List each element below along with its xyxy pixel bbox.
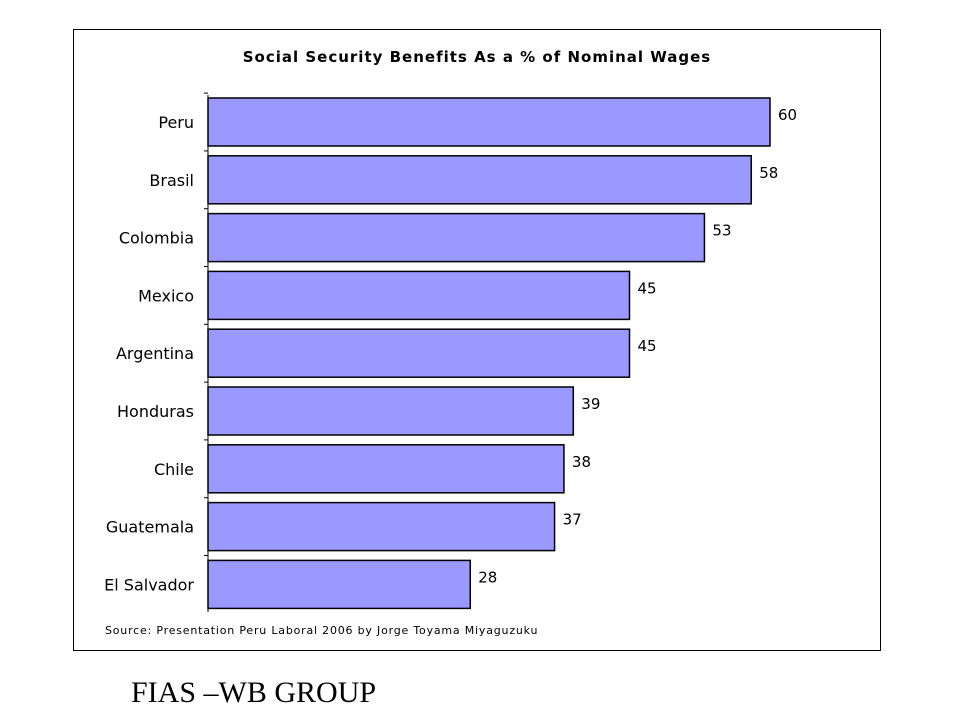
chart-source: Source: Presentation Peru Laboral 2006 b… [105,624,539,637]
bar-brasil [207,155,753,205]
value-label: 45 [638,279,657,297]
category-label: Argentina [116,344,194,363]
category-label: Guatemala [106,518,194,537]
bar-colombia [207,212,706,263]
value-label: 39 [581,395,600,413]
category-label: Mexico [138,286,194,305]
bar-el-salvador [207,559,472,610]
value-label: 28 [478,568,497,586]
category-label: Brasil [149,171,194,190]
bar-chile [207,444,565,494]
category-label: Honduras [117,402,194,421]
bar-chart: Peru 60 Brasil 58 Colombia 53 Mexico 45 Argentin… [104,92,797,612]
category-label: Colombia [119,229,194,248]
bar-peru [207,97,771,147]
chart-title: Social Security Benefits As a % of Nomin… [242,48,712,66]
footer-text: FIAS –WB GROUP [131,676,377,709]
bar-guatemala [207,501,556,552]
chart-frame: Social Security Benefits As a % of Nomin… [73,29,881,651]
value-label: 53 [712,222,731,240]
category-label: El Salvador [104,575,194,594]
bars-layer: Peru 60 Brasil 58 Colombia 53 Mexico 45 Argentin… [104,92,797,610]
bar-honduras [207,386,575,436]
bar-mexico [207,270,631,321]
value-label: 37 [563,511,582,529]
value-label: 45 [638,337,657,355]
bar-argentina [207,328,631,378]
category-label: Chile [154,460,194,479]
value-label: 60 [778,106,797,124]
value-label: 38 [572,453,591,471]
category-label: Peru [158,113,194,132]
value-label: 58 [759,164,778,182]
